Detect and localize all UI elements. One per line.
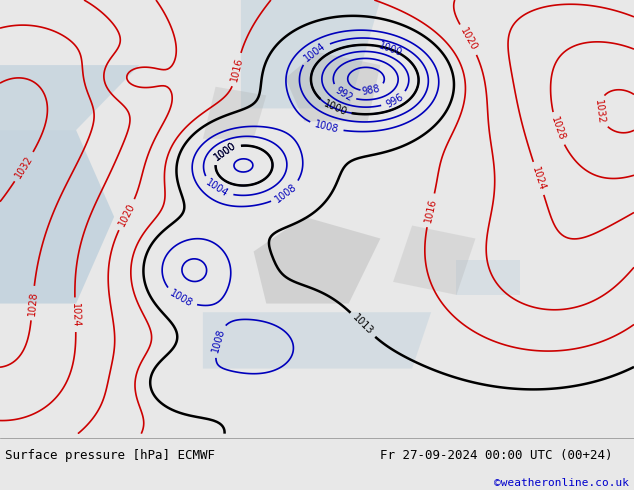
Polygon shape — [285, 52, 380, 122]
Polygon shape — [393, 225, 476, 295]
Text: 1004: 1004 — [204, 178, 230, 199]
Polygon shape — [0, 130, 114, 304]
Text: 1008: 1008 — [168, 288, 194, 309]
Text: 1000: 1000 — [322, 99, 348, 118]
Text: 1008: 1008 — [273, 182, 299, 204]
Text: 992: 992 — [333, 85, 354, 103]
Polygon shape — [456, 260, 520, 295]
Text: 1000: 1000 — [212, 140, 238, 162]
Text: 1004: 1004 — [302, 41, 328, 64]
Polygon shape — [203, 87, 266, 139]
Text: 1020: 1020 — [458, 26, 479, 53]
Text: Surface pressure [hPa] ECMWF: Surface pressure [hPa] ECMWF — [5, 448, 215, 462]
Text: 1016: 1016 — [423, 197, 438, 223]
Text: Fr 27-09-2024 00:00 UTC (00+24): Fr 27-09-2024 00:00 UTC (00+24) — [380, 448, 613, 462]
Text: 1020: 1020 — [117, 201, 137, 228]
Text: 996: 996 — [384, 91, 405, 109]
Text: 1008: 1008 — [313, 120, 340, 135]
Text: 1032: 1032 — [13, 154, 35, 180]
Text: 1028: 1028 — [27, 291, 39, 316]
Text: 1032: 1032 — [593, 99, 606, 124]
Text: ©weatheronline.co.uk: ©weatheronline.co.uk — [494, 478, 629, 488]
Text: 1028: 1028 — [549, 116, 566, 142]
Text: 988: 988 — [361, 84, 381, 97]
Polygon shape — [241, 0, 380, 108]
Polygon shape — [0, 65, 139, 130]
Polygon shape — [203, 312, 431, 368]
Text: 1016: 1016 — [229, 56, 245, 83]
Text: 1000: 1000 — [377, 40, 403, 58]
Polygon shape — [254, 217, 380, 304]
Text: 1024: 1024 — [70, 302, 81, 327]
Text: 1013: 1013 — [351, 313, 375, 337]
Text: 1008: 1008 — [210, 328, 226, 354]
Text: 1000: 1000 — [212, 140, 238, 162]
Text: 1024: 1024 — [530, 165, 547, 192]
